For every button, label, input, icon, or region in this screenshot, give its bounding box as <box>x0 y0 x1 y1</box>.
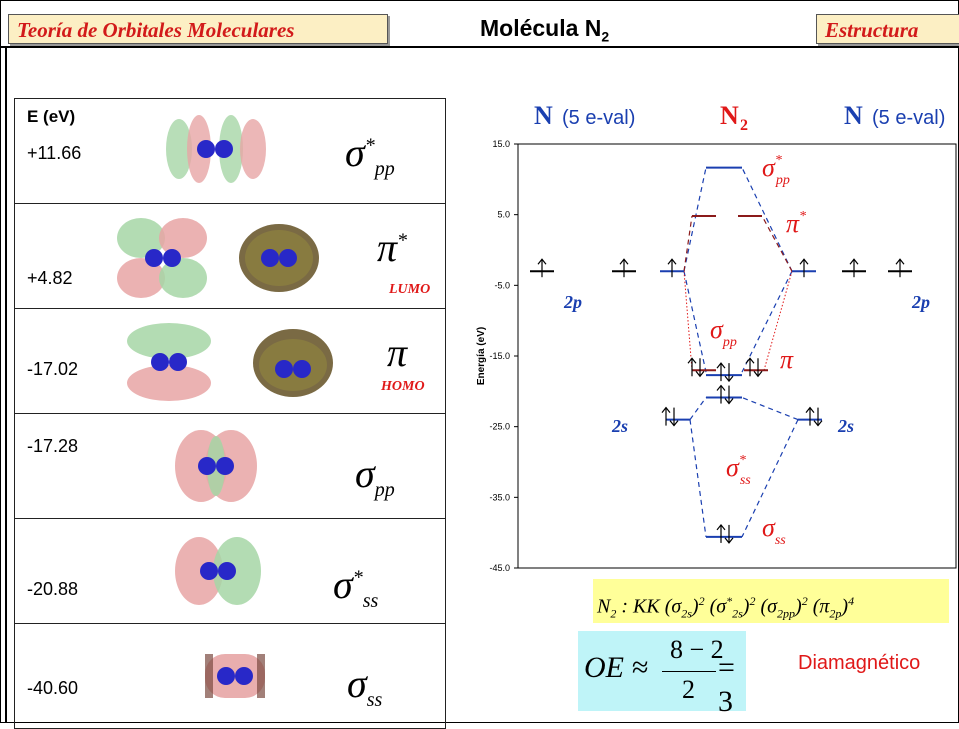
table-row: E (eV) +11.66 σ*pp <box>15 99 445 203</box>
electron-arrowhead <box>799 258 809 265</box>
orbital-label-2p-right: 2p <box>911 292 930 312</box>
electron-arrowhead <box>667 258 677 265</box>
electron-arrowhead <box>687 357 697 364</box>
topic-tag: Teoría de Orbitales Moleculares <box>8 14 388 44</box>
bond-order-denominator: 2 <box>682 675 695 704</box>
y-tick-label: -35.0 <box>489 492 510 502</box>
electron-arrowhead <box>716 362 726 369</box>
orbital-label: σ*ss <box>333 562 379 612</box>
header-divider <box>0 46 959 48</box>
section-tag: Estructura <box>816 14 959 44</box>
bond-order-numerator: 8 − 2 <box>670 635 724 664</box>
table-row: +4.82 π* LUMO <box>15 204 445 308</box>
level-label-pi-star: π* <box>786 209 806 238</box>
column-header-right: N <box>844 101 863 130</box>
orbital-table: E (eV) +11.66 σ*pp +4.82 π* LUMO -17.02 <box>14 98 446 729</box>
correlation-line <box>683 271 707 373</box>
electron-arrowhead <box>619 258 629 265</box>
lumo-tag: LUMO <box>389 282 431 297</box>
electron-arrowhead <box>537 258 547 265</box>
orbital-image <box>205 654 265 698</box>
orbital-label-2s-left: 2s <box>611 416 628 436</box>
energy-value: -17.02 <box>27 359 79 379</box>
column-header-left-note: (5 e-val) <box>562 107 635 129</box>
column-header-left: N <box>534 101 553 130</box>
energy-value: -40.60 <box>27 678 79 698</box>
orbital-image <box>117 218 319 298</box>
left-border <box>5 48 7 723</box>
electron-arrowhead <box>724 537 734 544</box>
table-row: -40.60 σss <box>15 624 445 728</box>
orbital-image <box>166 115 266 183</box>
correlation-line <box>741 396 799 421</box>
bond-order-lhs: OE ≈ <box>584 651 648 684</box>
level-label-sigma-pp: σpp <box>710 315 737 350</box>
fraction-bar <box>662 671 716 672</box>
magnetism-label: Diamagnético <box>798 652 921 674</box>
energy-header: E (eV) <box>27 107 76 126</box>
correlation-line <box>741 419 799 538</box>
table-row: -20.88 σ*ss <box>15 519 445 623</box>
electron-arrowhead <box>669 420 679 427</box>
orbital-label: π <box>387 330 408 375</box>
orbital-image <box>127 323 333 401</box>
energy-value: -20.88 <box>27 579 79 599</box>
orbital-label: π* <box>377 225 408 270</box>
y-tick-label: -25.0 <box>489 422 510 432</box>
electron-arrowhead <box>724 398 734 405</box>
page-title: Molécula N2 <box>480 15 610 45</box>
table-row: -17.28 σpp <box>15 414 445 518</box>
electron-arrowhead <box>849 258 859 265</box>
correlation-line <box>761 215 793 272</box>
electron-arrowhead <box>724 375 734 383</box>
energy-value: -17.28 <box>27 436 79 456</box>
orbital-label: σpp <box>355 451 395 501</box>
electron-arrowhead <box>661 406 671 413</box>
correlation-line <box>689 419 707 537</box>
correlation-line <box>741 270 793 373</box>
electron-arrowhead <box>753 370 763 378</box>
level-label-pi: π <box>780 345 794 374</box>
electron-arrowhead <box>716 384 726 391</box>
electron-arrowhead <box>813 420 823 427</box>
orbital-label: σss <box>347 661 383 711</box>
y-tick-label: -45.0 <box>489 563 510 573</box>
correlation-line <box>683 167 707 272</box>
electron-arrowhead <box>895 258 905 265</box>
mo-diagram: N (5 e-val) N 2 N (5 e-val)15.05.0-5.0-15.0-2… <box>476 101 957 573</box>
level-label-sigma-ss-star: σ* ss <box>726 453 751 488</box>
bond-order-box: OE ≈ 8 − 2 2 = 3 <box>578 631 746 718</box>
orbital-image <box>175 430 257 502</box>
orbital-label-2s-right: 2s <box>837 416 854 436</box>
energy-value: +11.66 <box>27 143 82 163</box>
y-tick-label: -5.0 <box>494 280 510 290</box>
level-label-sigma-ss: σss <box>762 513 786 548</box>
correlation-line <box>689 397 707 420</box>
bond-order-result: = 3 <box>718 651 735 718</box>
plot-frame <box>517 143 957 569</box>
y-tick-label: 5.0 <box>497 210 510 220</box>
electron-arrowhead <box>716 523 726 531</box>
table-row: -17.02 π HOMO <box>15 309 445 413</box>
column-header-center-sub: 2 <box>740 117 748 134</box>
y-tick-label: 15.0 <box>492 139 510 149</box>
correlation-line <box>683 215 693 272</box>
homo-tag: HOMO <box>381 379 425 394</box>
electron-arrowhead <box>695 370 705 378</box>
electron-arrowhead <box>805 406 815 413</box>
orbital-label-2p-left: 2p <box>563 292 582 312</box>
orbital-label: σ*pp <box>345 130 395 180</box>
level-label-sigma-pp-star: σ* pp <box>762 153 790 188</box>
column-header-right-note: (5 e-val) <box>872 107 945 129</box>
energy-value: +4.82 <box>27 268 73 288</box>
correlation-line <box>683 271 693 371</box>
column-header-center: N <box>720 101 739 130</box>
y-tick-label: -15.0 <box>489 351 510 361</box>
y-axis-label: Energía (eV) <box>476 327 487 385</box>
correlation-line <box>741 167 793 272</box>
electron-configuration: N2 : KK (σ2s)2 (σ*2s)2 (σ2pp)2 (π2p)4 <box>593 579 949 623</box>
orbital-image <box>175 537 261 605</box>
electron-arrowhead <box>745 357 755 364</box>
